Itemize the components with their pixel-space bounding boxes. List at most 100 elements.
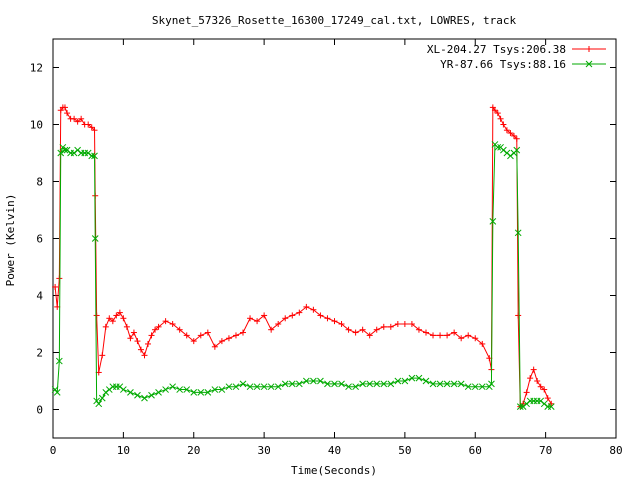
data-point bbox=[155, 323, 162, 330]
data-point bbox=[64, 110, 71, 117]
data-point bbox=[232, 383, 240, 391]
data-point bbox=[478, 383, 486, 391]
data-point bbox=[510, 132, 517, 139]
plot-area bbox=[51, 104, 555, 411]
data-point bbox=[116, 309, 123, 316]
data-point bbox=[317, 377, 324, 385]
legend: XL-204.27 Tsys:206.38 YR-87.66 Tsys:88.16 bbox=[427, 43, 606, 71]
data-point bbox=[55, 357, 63, 365]
data-point bbox=[479, 340, 486, 347]
data-point bbox=[130, 329, 137, 336]
y-tick-label: 4 bbox=[36, 290, 43, 303]
data-point bbox=[268, 326, 275, 333]
data-point bbox=[274, 383, 282, 391]
data-point bbox=[373, 380, 381, 388]
data-point bbox=[415, 374, 423, 382]
data-point bbox=[450, 380, 458, 388]
data-point bbox=[95, 400, 103, 408]
data-point bbox=[485, 383, 493, 391]
data-point bbox=[534, 378, 541, 384]
data-point bbox=[127, 389, 134, 396]
data-point bbox=[120, 315, 127, 322]
data-point bbox=[254, 318, 261, 325]
data-point bbox=[366, 380, 374, 388]
y-tick-label: 10 bbox=[30, 119, 43, 132]
y-axis-label: Power (Kelvin) bbox=[4, 194, 17, 287]
data-point bbox=[52, 283, 59, 290]
data-point bbox=[503, 127, 510, 134]
data-point bbox=[338, 321, 345, 327]
data-point bbox=[331, 380, 338, 388]
data-point bbox=[281, 380, 289, 388]
legend-label: XL-204.27 Tsys:206.38 bbox=[427, 43, 566, 56]
data-point bbox=[127, 335, 134, 342]
data-point bbox=[183, 386, 191, 393]
data-point bbox=[303, 303, 310, 310]
data-point bbox=[56, 275, 63, 282]
data-point bbox=[380, 380, 388, 388]
data-point bbox=[302, 377, 310, 385]
data-point bbox=[513, 146, 521, 154]
data-point bbox=[169, 321, 176, 327]
data-point bbox=[310, 377, 317, 385]
data-point bbox=[444, 332, 451, 339]
data-point bbox=[109, 318, 116, 325]
data-point bbox=[141, 352, 148, 359]
x-axis-label: Time(Seconds) bbox=[291, 464, 377, 477]
data-point bbox=[267, 383, 275, 391]
y-tick-label: 8 bbox=[36, 176, 43, 189]
data-point bbox=[53, 389, 61, 396]
data-point bbox=[225, 383, 233, 391]
data-point bbox=[155, 389, 162, 396]
data-point bbox=[85, 121, 92, 128]
data-point bbox=[489, 218, 497, 225]
data-point bbox=[113, 312, 120, 319]
data-point bbox=[359, 380, 367, 388]
data-point bbox=[422, 329, 429, 336]
data-point bbox=[471, 383, 479, 391]
data-point bbox=[338, 380, 345, 388]
x-tick-label: 50 bbox=[398, 444, 411, 457]
data-point bbox=[527, 375, 534, 382]
data-point bbox=[137, 346, 144, 353]
data-point bbox=[366, 332, 373, 339]
series-2 bbox=[51, 141, 555, 411]
data-point bbox=[548, 400, 555, 407]
data-point bbox=[59, 143, 67, 151]
data-point bbox=[429, 380, 437, 388]
data-point bbox=[282, 315, 289, 322]
x-tick-label: 30 bbox=[258, 444, 271, 457]
data-point bbox=[204, 329, 211, 336]
data-point bbox=[102, 323, 109, 330]
data-point bbox=[352, 383, 359, 391]
data-point bbox=[415, 326, 422, 333]
data-point bbox=[260, 383, 268, 391]
data-point bbox=[394, 321, 401, 327]
data-point bbox=[437, 332, 444, 339]
data-point bbox=[61, 104, 68, 111]
data-point bbox=[183, 332, 190, 339]
data-point bbox=[430, 332, 437, 339]
data-point bbox=[218, 338, 225, 345]
data-point bbox=[408, 374, 416, 382]
data-point bbox=[99, 352, 106, 359]
data-point bbox=[78, 115, 85, 122]
data-point bbox=[296, 309, 303, 316]
data-point bbox=[240, 329, 247, 336]
data-point bbox=[310, 306, 317, 313]
data-point bbox=[373, 326, 380, 333]
data-point bbox=[408, 321, 415, 327]
data-point bbox=[239, 380, 247, 388]
data-point bbox=[387, 323, 394, 330]
legend-marker bbox=[585, 60, 593, 68]
data-point bbox=[530, 366, 537, 373]
data-point bbox=[458, 335, 465, 342]
data-point bbox=[541, 386, 548, 393]
x-tick-label: 60 bbox=[469, 444, 482, 457]
data-point bbox=[162, 386, 169, 393]
data-point bbox=[394, 377, 402, 385]
data-point bbox=[98, 394, 106, 402]
data-point bbox=[162, 318, 169, 325]
data-point bbox=[497, 115, 504, 122]
data-point bbox=[494, 143, 502, 151]
